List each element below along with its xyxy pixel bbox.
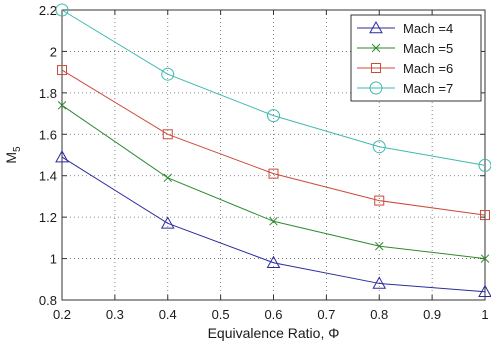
x-marker-stroke — [371, 43, 381, 53]
y-tick-label: 0.8 — [39, 293, 57, 308]
y-axis-label-subscript: 5 — [12, 146, 23, 152]
circle-marker — [369, 81, 383, 95]
y-tick-label: 1.2 — [39, 210, 57, 225]
circle-marker — [55, 3, 69, 17]
y-tick-label: 2 — [50, 44, 57, 59]
legend-box — [350, 14, 482, 102]
square-marker — [371, 63, 381, 73]
series-triangle — [55, 150, 491, 298]
circle-marker — [478, 158, 491, 172]
x-tick-label: 0.4 — [159, 307, 177, 322]
square-marker — [57, 65, 67, 76]
x-marker — [371, 43, 381, 53]
x-tick-label: 1 — [481, 307, 488, 322]
x-marker — [269, 217, 278, 226]
square-marker — [374, 195, 385, 206]
triangle-marker — [266, 255, 281, 269]
axes: 0.2 0.3 0.4 0.5 0.6 0.7 0.8 0.9 1 0.8 1 1.2 1.4 1.6 1.… — [39, 3, 489, 322]
circle-marker — [372, 140, 386, 154]
legend: Mach =4 Mach =5 Mach =6 Mach =7 — [350, 14, 482, 102]
series-line — [61, 69, 486, 216]
x-marker — [163, 173, 173, 183]
x-axis-label: Equivalence Ratio, Φ — [208, 325, 340, 341]
series-square — [57, 65, 490, 221]
series-line — [61, 9, 486, 166]
x-tick-label: 0.8 — [370, 307, 388, 322]
x-tick-label: 0.3 — [106, 307, 124, 322]
x-tick-label: 0.5 — [212, 307, 230, 322]
series-line — [61, 156, 486, 293]
y-tick-label: 1.6 — [39, 127, 57, 142]
triangle-marker — [55, 150, 69, 163]
series-circle — [55, 3, 491, 172]
y-tick-label: 1.4 — [39, 169, 57, 184]
legend-label: Mach =6 — [403, 61, 453, 76]
legend-label: Mach =7 — [403, 81, 453, 96]
legend-item: Mach =4 — [357, 20, 453, 36]
x-marker-stroke — [374, 241, 384, 251]
x-marker — [374, 241, 384, 251]
y-axis-label-main: M — [3, 152, 19, 164]
series-group — [55, 3, 491, 298]
legend-label: Mach =4 — [403, 21, 453, 36]
x-marker — [57, 101, 67, 110]
legend-label: Mach =5 — [403, 41, 453, 56]
triangle-marker — [160, 216, 175, 229]
square-marker — [268, 168, 279, 179]
x-marker-stroke — [480, 254, 490, 263]
x-marker-stroke — [269, 217, 278, 226]
series-x — [57, 101, 490, 263]
x-marker — [480, 254, 490, 263]
circle-marker — [161, 67, 175, 81]
square-marker — [480, 210, 490, 221]
x-marker-stroke — [57, 101, 67, 110]
legend-item: Mach =7 — [357, 81, 453, 96]
y-tick-label: 1 — [50, 252, 57, 267]
series-line — [61, 104, 486, 260]
triangle-marker — [478, 284, 491, 298]
x-marker-stroke — [163, 173, 173, 183]
legend-item: Mach =5 — [357, 41, 453, 56]
legend-item: Mach =6 — [357, 61, 453, 76]
square-marker — [162, 129, 173, 140]
triangle-marker — [369, 20, 383, 34]
triangle-marker — [372, 276, 387, 289]
x-tick-label: 0.6 — [264, 307, 282, 322]
x-tick-label: 0.2 — [53, 307, 71, 322]
circle-marker — [267, 109, 280, 123]
y-axis-label: M5 — [3, 146, 23, 164]
x-tick-label: 0.9 — [423, 307, 441, 322]
x-tick-label: 0.7 — [317, 307, 335, 322]
y-tick-label: 1.8 — [39, 86, 57, 101]
y-tick-label: 2.2 — [39, 3, 57, 18]
